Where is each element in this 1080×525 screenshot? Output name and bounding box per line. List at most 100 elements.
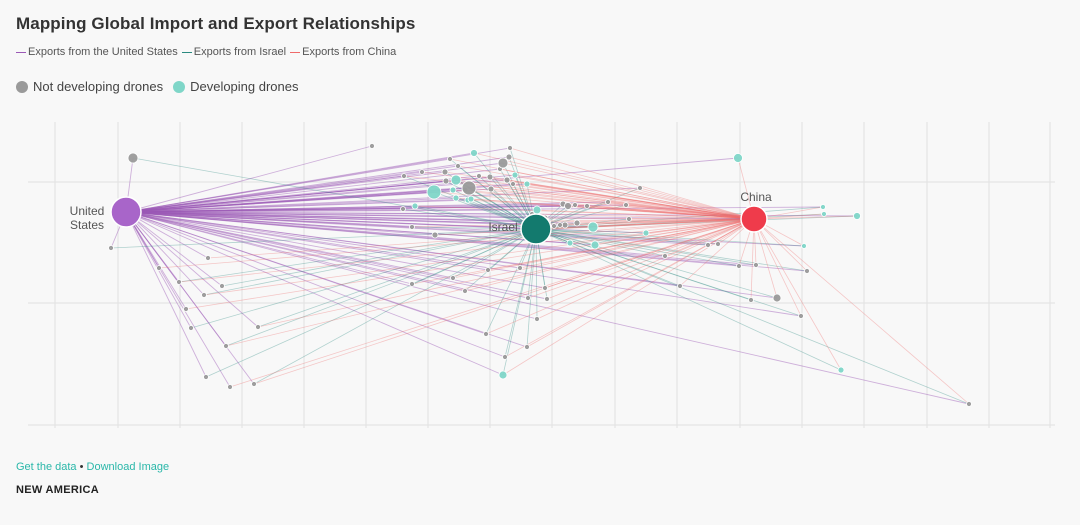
edge-il-3	[190, 228, 537, 329]
edges	[110, 145, 970, 405]
legend-china-label: Exports from China	[302, 46, 397, 58]
country-node-21	[441, 168, 449, 176]
edge-us-51	[125, 211, 578, 224]
edge-il-9	[257, 228, 537, 328]
country-node-78	[498, 370, 508, 380]
footer-links: Get the data • Download Image	[16, 461, 169, 473]
edge-il-85	[535, 228, 842, 371]
country-node-0	[127, 152, 139, 164]
edge-cn-47	[594, 218, 755, 246]
edge-us-90	[125, 211, 970, 405]
edge-cn-54	[645, 218, 755, 234]
edge-us-48	[125, 203, 564, 213]
country-node-33	[487, 185, 495, 193]
edge-il-2	[178, 228, 537, 283]
edge-cn-70	[485, 218, 755, 335]
country-node-43	[532, 205, 542, 215]
edge-us-53	[125, 211, 594, 228]
country-node-47	[561, 221, 569, 229]
edge-us-38	[125, 147, 511, 213]
edge-us-47	[125, 211, 566, 226]
edge-cn-34	[526, 183, 755, 220]
edge-il-84	[535, 228, 681, 287]
country-node-92	[837, 366, 845, 374]
edge-cn-58	[470, 198, 755, 220]
edge-cn-52	[639, 187, 755, 220]
edge-us-9	[125, 211, 231, 388]
dot-legend: Not developing drones Developing drones	[16, 79, 299, 94]
edge-il-6	[225, 228, 537, 347]
edge-cn-3	[203, 218, 755, 296]
country-node-40	[511, 171, 519, 179]
edge-us-86	[125, 211, 778, 299]
edge-il-16	[445, 180, 537, 230]
edge-cn-2	[185, 218, 755, 310]
edge-cn-71	[502, 218, 755, 376]
legend-israel-label: Exports from Israel	[193, 46, 287, 58]
not-developing-dot	[16, 80, 28, 93]
edge-cn-5	[225, 218, 755, 347]
edge-us-84	[125, 211, 740, 267]
country-node-59	[637, 185, 643, 191]
hub-label-us-1: States	[70, 218, 104, 232]
edge-cn-50	[607, 201, 755, 220]
edge-cn-25	[489, 176, 755, 220]
edge-cn-23	[473, 152, 755, 220]
edge-us-87	[125, 211, 808, 272]
country-node-30	[470, 149, 478, 157]
edge-us-2	[125, 211, 187, 310]
download-image-link[interactable]: Download Image	[86, 461, 170, 473]
edge-us-40	[125, 174, 516, 213]
edge-cn-59	[452, 218, 755, 279]
country-node-54	[590, 240, 600, 250]
edge-cn-83	[753, 218, 802, 317]
legend-china-dash	[290, 51, 301, 53]
edge-il-1	[110, 228, 537, 249]
hub-label-cn-0: China	[740, 190, 772, 204]
edge-us-59	[125, 187, 641, 213]
edge-il-71	[485, 228, 537, 335]
edge-us-41	[125, 183, 528, 213]
edge-us-17	[125, 208, 404, 213]
country-node-90	[798, 313, 804, 319]
edge-us-65	[125, 198, 472, 213]
hub-label-us-0: United	[70, 204, 105, 218]
country-node-17	[400, 206, 406, 212]
country-node-10	[203, 374, 209, 380]
edge-cn-6	[229, 218, 755, 388]
edge-cn-12	[421, 171, 755, 220]
country-node-41	[523, 180, 531, 188]
edge-us-58	[125, 204, 627, 213]
edge-cn-10	[414, 205, 755, 220]
legend-developing[interactable]: Developing drones	[173, 79, 299, 94]
country-node-15	[401, 173, 407, 179]
footer-separator: •	[79, 461, 84, 473]
country-node-23	[447, 156, 453, 162]
edge-us-71	[125, 211, 546, 289]
legend-china-exports: Exports from China	[290, 46, 396, 58]
edge-cn-41	[562, 203, 755, 220]
country-node-49	[564, 202, 572, 210]
edge-cn-44	[576, 218, 755, 224]
chart-title: Mapping Global Import and Export Relatio…	[16, 14, 416, 33]
legend-not-developing[interactable]: Not developing drones	[16, 79, 163, 94]
edge-cn-66	[527, 218, 755, 299]
legend-developing-label: Developing drones	[190, 79, 299, 94]
hub-node-cn	[740, 205, 768, 233]
edge-us-28	[125, 199, 469, 213]
edge-cn-30	[508, 156, 755, 220]
get-data-link[interactable]: Get the data	[16, 461, 77, 473]
edge-il-69	[526, 228, 537, 348]
country-node-11	[227, 384, 233, 390]
edge-cn-67	[536, 218, 755, 320]
edge-us-63	[125, 211, 436, 236]
edge-us-70	[125, 211, 521, 269]
edge-us-16	[125, 205, 416, 213]
country-node-56	[584, 203, 590, 209]
edge-cn-85	[753, 218, 842, 371]
edge-us-81	[125, 211, 858, 217]
edge-us-30	[125, 152, 475, 213]
edge-il-86	[535, 228, 970, 405]
edge-us-62	[125, 211, 666, 257]
edge-cn-0	[158, 218, 755, 269]
